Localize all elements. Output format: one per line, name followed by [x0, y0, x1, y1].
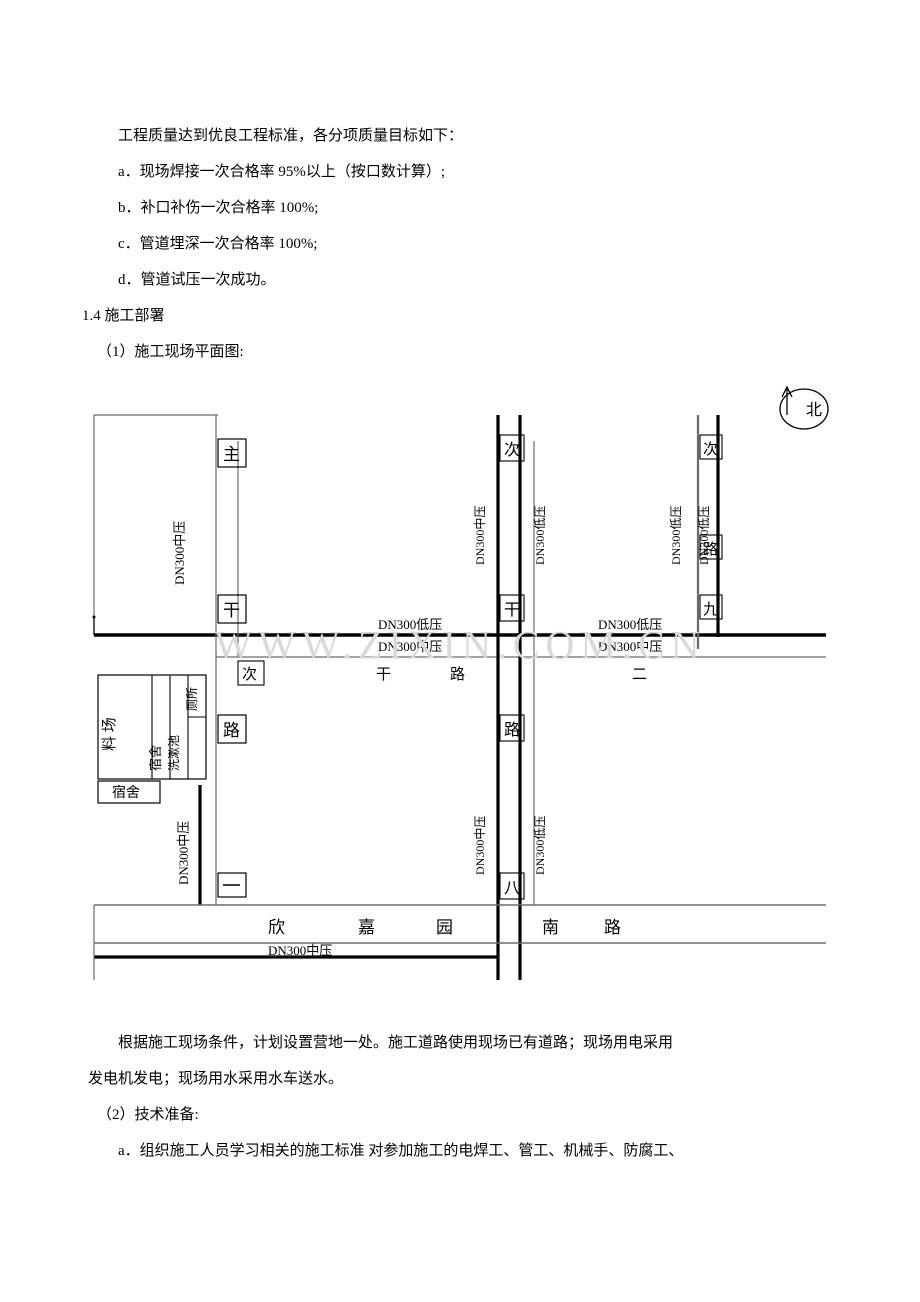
svg-text:DN300中压: DN300中压 — [472, 816, 487, 875]
svg-text:北: 北 — [806, 401, 822, 419]
compass-icon: 北 — [780, 387, 828, 429]
svg-text:DN300中压: DN300中压 — [472, 506, 487, 565]
svg-text:DN300低压: DN300低压 — [598, 617, 662, 632]
svg-text:DN300低压: DN300低压 — [533, 506, 547, 565]
svg-text:料 场: 料 场 — [101, 717, 118, 751]
svg-text:次: 次 — [504, 441, 520, 459]
svg-text:洗漱池: 洗漱池 — [167, 735, 181, 771]
quality-intro: 工程质量达到优良工程标准，各分项质量目标如下： — [88, 118, 832, 154]
svg-text:九: 九 — [703, 601, 718, 618]
svg-text:南: 南 — [542, 918, 559, 937]
svg-text:DN300低压: DN300低压 — [533, 816, 547, 875]
svg-text:次: 次 — [703, 441, 718, 458]
svg-text:二: 二 — [632, 667, 647, 683]
svg-text:路: 路 — [223, 721, 240, 740]
subitem-2: （2）技术准备: — [97, 1097, 832, 1133]
item-b: b．补口补伤一次合格率 100%; — [88, 190, 832, 226]
svg-text:DN300低压: DN300低压 — [669, 506, 683, 565]
svg-text:宿舍: 宿舍 — [148, 745, 163, 771]
svg-text:路: 路 — [450, 666, 465, 683]
svg-text:嘉: 嘉 — [358, 918, 375, 937]
svg-text:DN300中压: DN300中压 — [176, 821, 191, 885]
svg-text:宿舍: 宿舍 — [112, 784, 140, 801]
svg-text:干: 干 — [504, 602, 520, 619]
item-a: a．现场焊接一次合格率 95%以上（按口数计算）; — [88, 154, 832, 190]
svg-text:DN300低压: DN300低压 — [378, 617, 442, 632]
svg-text:路: 路 — [504, 721, 520, 739]
item-c: c．管道埋深一次合格率 100%; — [88, 226, 832, 262]
svg-text:DN300中压: DN300中压 — [268, 943, 332, 958]
svg-text:干: 干 — [376, 667, 391, 683]
svg-text:DN300中压: DN300中压 — [378, 639, 442, 654]
svg-text:八: 八 — [504, 880, 520, 897]
svg-text:欣: 欣 — [268, 918, 285, 937]
item-d: d．管道试压一次成功。 — [88, 262, 832, 298]
svg-text:干: 干 — [223, 601, 240, 620]
svg-text:路: 路 — [604, 918, 621, 937]
svg-text:园: 园 — [436, 918, 453, 937]
svg-text:DN300低压: DN300低压 — [697, 506, 711, 565]
section-1-4: 1.4 施工部署 — [82, 298, 832, 334]
site-plan-diagram: WWW.ZIXIN.COM.CN 北 主 干 — [88, 385, 832, 1005]
svg-text:DN300中压: DN300中压 — [172, 521, 187, 585]
para-tech-a: a．组织施工人员学习相关的施工标准 对参加施工的电焊工、管工、机械手、防腐工、 — [88, 1133, 832, 1169]
camp-area: 料 场 宿舍 洗漱池 厕所 宿舍 — [98, 675, 206, 803]
para-camp-1: 根据施工现场条件，计划设置营地一处。施工道路使用现场已有道路；现场用电采用 — [88, 1025, 832, 1061]
svg-text:厕所: 厕所 — [185, 687, 199, 711]
svg-text:次: 次 — [242, 666, 257, 683]
svg-text:DN300中压: DN300中压 — [598, 639, 662, 654]
para-camp-2: 发电机发电；现场用水采用水车送水。 — [88, 1061, 832, 1097]
svg-text:主: 主 — [223, 445, 240, 464]
subitem-1: （1）施工现场平面图: — [97, 334, 832, 370]
